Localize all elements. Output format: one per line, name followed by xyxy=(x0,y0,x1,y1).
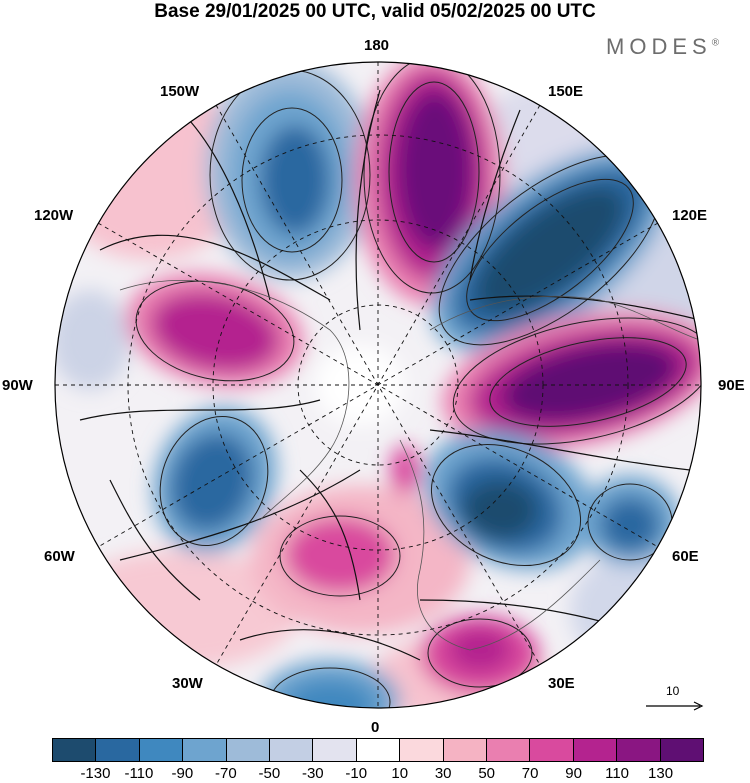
map-boundary xyxy=(54,61,702,709)
anomaly-field xyxy=(55,62,701,708)
colorbar-tick-label: 10 xyxy=(391,765,409,782)
colorbar-swatch xyxy=(573,739,618,761)
registered-mark: ® xyxy=(711,37,720,49)
polar-stereographic-map xyxy=(54,61,702,709)
colorbar-swatch xyxy=(96,739,140,761)
colorbar-swatch xyxy=(487,739,531,761)
lon-label-30w: 30W xyxy=(172,675,203,692)
graticule xyxy=(55,62,701,708)
colorbar-swatch xyxy=(400,739,444,761)
map-title: Base 29/01/2025 00 UTC, valid 05/02/2025… xyxy=(154,1,596,22)
lon-label-90w: 90W xyxy=(2,377,33,394)
colorbar-tick-label: 130 xyxy=(648,765,674,782)
brand-name: MODES xyxy=(606,34,712,59)
lon-label-180: 180 xyxy=(364,37,390,54)
colorbar-tick-label: -110 xyxy=(124,765,154,782)
lon-label-60e: 60E xyxy=(672,548,699,565)
lon-label-60w: 60W xyxy=(44,548,75,565)
lon-label-90e: 90E xyxy=(718,377,745,394)
colorbar-swatch xyxy=(139,739,184,761)
arrow-right-icon xyxy=(646,701,704,711)
lon-label-120w: 120W xyxy=(34,207,74,224)
lon-label-120e: 120E xyxy=(672,207,708,224)
colorbar-tick-label: -70 xyxy=(215,765,237,782)
colorbar-tick-label: 50 xyxy=(478,765,495,782)
colorbar xyxy=(52,738,704,762)
colorbar-swatch xyxy=(356,739,401,761)
colorbar-swatch xyxy=(660,739,704,761)
wind-streamlines xyxy=(79,89,701,661)
colorbar-tick-label: 90 xyxy=(565,765,582,782)
lon-label-150e: 150E xyxy=(548,83,584,100)
brand-logo: MODES® xyxy=(606,34,719,60)
lon-label-30e: 30E xyxy=(548,675,575,692)
colorbar-tick-label: -90 xyxy=(171,765,194,782)
reference-vector-label: 10 xyxy=(666,684,680,698)
colorbar-swatch xyxy=(313,739,357,761)
colorbar-swatch xyxy=(530,739,574,761)
lon-label-150w: 150W xyxy=(160,83,200,100)
colorbar-tick-label: -130 xyxy=(80,765,111,782)
colorbar-swatch xyxy=(226,739,271,761)
colorbar-tick-label: 110 xyxy=(605,765,630,782)
colorbar-swatch xyxy=(443,739,488,761)
colorbar-tick-label: -50 xyxy=(258,765,281,782)
lon-label-0: 0 xyxy=(371,719,380,736)
colorbar-swatch xyxy=(53,739,97,761)
coastlines xyxy=(119,279,701,651)
colorbar-tick-label: 70 xyxy=(521,765,539,782)
colorbar-tick-label: -30 xyxy=(301,765,324,782)
colorbar-swatch xyxy=(617,739,661,761)
colorbar-tick-label: 30 xyxy=(434,765,452,782)
colorbar-swatch xyxy=(183,739,227,761)
colorbar-tick-label: -10 xyxy=(345,765,368,782)
colorbar-swatch xyxy=(270,739,314,761)
